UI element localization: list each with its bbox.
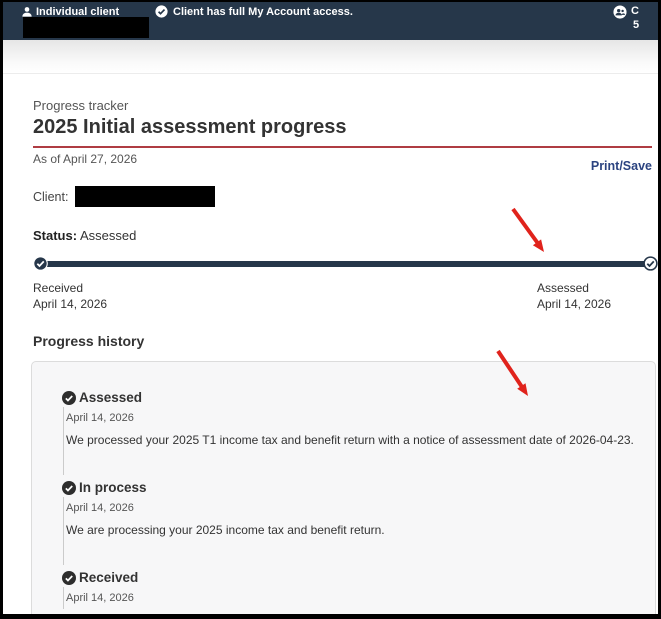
milestone-received-label: Received April 14, 2026	[33, 280, 107, 312]
history-text: We are processing your 2025 income tax a…	[66, 523, 385, 538]
progress-history-heading: Progress history	[33, 333, 145, 350]
milestone-assessed-title: Assessed	[536, 281, 589, 295]
access-note: Client has full My Account access.	[173, 6, 353, 18]
history-date: April 14, 2026	[66, 412, 134, 425]
history-title: Received	[79, 570, 139, 586]
redacted-client-name	[23, 17, 149, 38]
milestone-received-date: April 14, 2026	[33, 297, 108, 312]
history-text: We received your 2025 income tax and ben…	[66, 610, 635, 614]
history-title: Assessed	[79, 390, 143, 406]
status-value: Assessed	[79, 228, 137, 243]
history-text-before-link: We received your 2025 income tax and ben…	[66, 613, 629, 614]
contact-icon[interactable]	[613, 5, 627, 24]
progress-history-panel: Assessed April 14, 2026 We processed you…	[31, 361, 656, 614]
progress-tracker-bar	[33, 256, 658, 271]
print-save-link[interactable]: Print/Save	[590, 159, 652, 173]
history-title: In process	[79, 480, 147, 496]
history-text: We processed your 2025 T1 income tax and…	[66, 433, 634, 448]
tracker-labels: Received April 14, 2026 Assessed April 1…	[33, 280, 652, 312]
history-item-received: Received April 14, 2026 We received your…	[61, 570, 635, 614]
milestone-assessed-check-icon	[643, 256, 658, 276]
corner-partial-text: C	[631, 5, 639, 17]
access-check-icon	[155, 5, 168, 23]
milestone-assessed-label: Assessed April 14, 2026	[537, 280, 611, 312]
client-row: Client:	[33, 186, 652, 207]
timeline-connector	[62, 407, 64, 476]
check-circle-icon	[61, 481, 76, 500]
top-header-bar: Individual client Client has full My Acc…	[3, 2, 658, 40]
client-type-label: Individual client	[36, 6, 120, 18]
history-item-assessed: Assessed April 14, 2026 We processed you…	[61, 390, 635, 476]
status-label: Status:	[33, 228, 78, 243]
main-content: Progress tracker 2025 Initial assessment…	[3, 98, 658, 614]
timeline-connector	[62, 497, 64, 566]
corner-partial-number: 5	[633, 19, 640, 31]
tracker-line	[40, 260, 651, 267]
history-item-in-process: In process April 14, 2026 We are process…	[61, 480, 635, 566]
status-row: Status: Assessed	[33, 228, 652, 243]
person-icon	[21, 5, 33, 23]
redacted-client-value	[75, 186, 216, 207]
history-date: April 14, 2026	[66, 591, 134, 604]
as-of-date: As of April 27, 2026	[33, 152, 138, 166]
page-title: 2025 Initial assessment progress	[33, 116, 652, 148]
check-circle-icon	[61, 391, 76, 410]
milestone-received-check-icon	[33, 256, 48, 276]
meta-row: As of April 27, 2026 Print/Save	[33, 152, 652, 173]
timeline-connector	[62, 587, 64, 610]
subheader-shadow-strip	[3, 40, 658, 74]
client-label: Client:	[33, 189, 69, 204]
milestone-received-title: Received	[33, 281, 84, 295]
history-date: April 14, 2026	[66, 502, 134, 515]
milestone-assessed-date: April 14, 2026	[536, 297, 611, 312]
check-circle-icon	[61, 571, 76, 590]
section-eyebrow: Progress tracker	[33, 98, 129, 113]
